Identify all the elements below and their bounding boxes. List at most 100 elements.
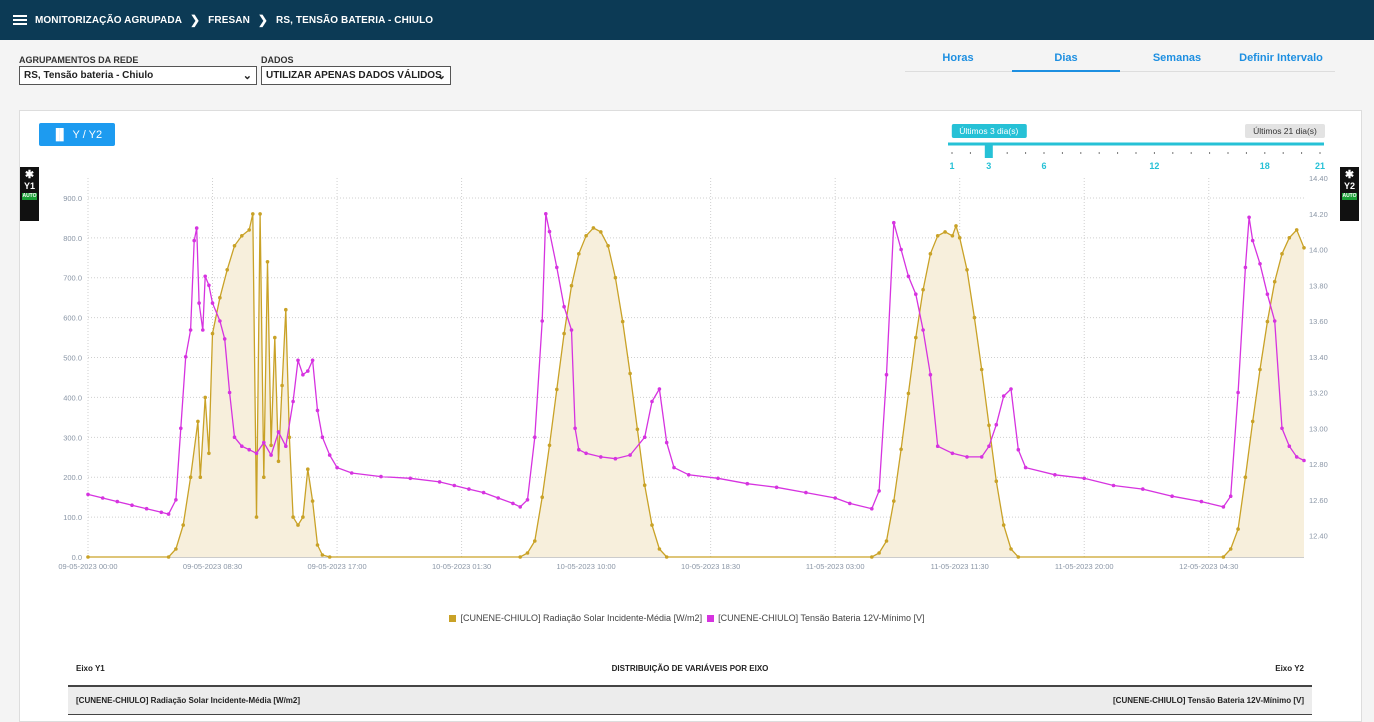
days-slider[interactable]: 1 3 6 12 18 21 Últimos 3 dia(s) Últimos 21 dia(… [940, 122, 1340, 174]
data-point-voltage [1016, 447, 1021, 452]
y1-auto-badge: AUTO [22, 193, 37, 200]
data-point-radiation [310, 499, 315, 503]
data-point-radiation [525, 551, 530, 555]
data-point-voltage [296, 358, 300, 363]
group-select[interactable]: RS, Tensão bateria - Chiulo ⌄ [19, 66, 257, 85]
data-point-voltage [201, 328, 205, 332]
data-point-radiation [533, 539, 537, 543]
slider-handle [984, 145, 993, 158]
breadcrumb-item-monitorizacao[interactable]: MONITORIZAÇÃO AGRUPADA [35, 14, 183, 26]
tab-horas[interactable]: Horas [942, 52, 974, 64]
x-tick-label: 11-05-2023 11:30 [931, 562, 989, 571]
data-point-radiation [251, 212, 255, 216]
data-point-voltage [262, 440, 266, 445]
data-point-radiation [650, 523, 654, 527]
data-point-radiation [591, 226, 596, 230]
data-point-radiation [1294, 228, 1299, 232]
data-point-voltage [1053, 473, 1057, 477]
data-point-radiation [1250, 419, 1255, 424]
y2-auto-badge: AUTO [1342, 193, 1357, 200]
data-point-voltage [1250, 238, 1255, 243]
data-point-radiation [664, 555, 669, 559]
data-point-voltage [833, 496, 837, 500]
legend-item-radiation[interactable]: [CUNENE-CHIULO] Radiação Solar Incidente… [460, 613, 703, 623]
breadcrumb-item-fresan[interactable]: FRESAN [208, 14, 250, 26]
data-point-voltage [320, 435, 325, 440]
data-point-radiation [979, 367, 984, 372]
y1-tick-label: 200.0 [63, 473, 82, 482]
y2-tick-label: 13.20 [1309, 389, 1328, 398]
data-point-radiation [218, 295, 222, 300]
distribution-title: DISTRIBUIÇÃO DE VARIÁVEIS POR EIXO [611, 664, 769, 673]
data-point-voltage [577, 447, 581, 452]
data-point-radiation [306, 467, 310, 472]
data-point-radiation [943, 230, 947, 234]
data-point-voltage [379, 474, 383, 479]
data-point-radiation [577, 252, 581, 256]
data-point-radiation [957, 236, 962, 240]
series-points-radiation [86, 212, 1306, 559]
data-point-voltage [408, 476, 413, 481]
data-point-voltage [188, 328, 193, 332]
axis-mode-button[interactable]: ▐▌ Y / Y2 [39, 123, 115, 146]
data-select[interactable]: UTILIZAR APENAS DADOS VÁLIDOS ⌄ [261, 66, 451, 85]
chevron-down-icon: ⌄ [436, 70, 446, 82]
slider-value-badge [951, 124, 1027, 138]
data-point-voltage [650, 399, 654, 404]
data-point-radiation [899, 447, 903, 452]
x-tick-label: 10-05-2023 10:00 [557, 562, 616, 571]
data-point-voltage [562, 304, 566, 309]
data-point-radiation [327, 555, 332, 559]
distribution-y2-value[interactable]: [CUNENE-CHIULO] Tensão Bateria 12V-Mínim… [1113, 696, 1304, 705]
data-point-voltage [1111, 483, 1116, 488]
data-point-voltage [1236, 390, 1240, 395]
data-point-radiation [921, 287, 925, 292]
gear-icon[interactable]: ✱ [1344, 169, 1355, 181]
data-point-voltage [192, 238, 196, 243]
data-point-voltage [950, 451, 955, 456]
data-point-radiation [994, 479, 999, 484]
data-point-radiation [657, 547, 662, 551]
data-point-voltage [877, 489, 881, 493]
distribution-y2-header: Eixo Y2 [1275, 664, 1304, 673]
data-point-radiation [284, 307, 288, 312]
slider-tick-label: 1 [949, 161, 954, 171]
data-point-voltage [349, 471, 354, 475]
data-point-radiation [247, 228, 251, 232]
data-point-radiation [987, 423, 991, 428]
data-point-radiation [254, 515, 259, 519]
data-point-voltage [222, 337, 227, 341]
y2-axis-tab[interactable]: ✱ Y2 AUTO [1340, 167, 1359, 221]
data-point-voltage [1023, 465, 1028, 470]
tab-definir-intervalo[interactable]: Definir Intervalo [1239, 52, 1323, 64]
data-point-voltage [159, 510, 164, 515]
tab-semanas[interactable]: Semanas [1152, 52, 1202, 64]
series-area-radiation [88, 213, 1304, 557]
time-range-tabs: Horas Dias Semanas Definir Intervalo [905, 49, 1335, 72]
data-point-radiation [518, 555, 522, 559]
breadcrumb-item-current: RS, TENSÃO BATERIA - CHIULO [276, 14, 434, 26]
legend-item-voltage[interactable]: [CUNENE-CHIULO] Tensão Bateria 12V-Mínim… [718, 613, 925, 623]
data-point-radiation [1221, 555, 1226, 559]
data-point-voltage [547, 229, 552, 234]
data-point-voltage [481, 490, 486, 495]
data-point-radiation [269, 443, 273, 448]
data-point-voltage [232, 435, 237, 440]
data-point-voltage [240, 444, 244, 449]
tab-dias[interactable]: Dias [1012, 52, 1120, 72]
data-point-radiation [906, 391, 911, 396]
gear-icon[interactable]: ✱ [24, 169, 35, 181]
list-icon[interactable] [13, 15, 27, 25]
data-point-radiation [1280, 252, 1284, 256]
data-point-voltage [301, 372, 305, 377]
data-point-radiation [198, 475, 203, 480]
y1-axis-tab[interactable]: ✱ Y1 AUTO [20, 167, 39, 221]
data-point-radiation [950, 234, 955, 238]
data-point-voltage [892, 220, 896, 225]
x-tick-label: 11-05-2023 03:00 [806, 562, 865, 571]
data-point-radiation [1016, 555, 1021, 559]
distribution-y1-value[interactable]: [CUNENE-CHIULO] Radiação Solar Incidente… [76, 696, 301, 705]
y1-tick-label: 800.0 [63, 234, 82, 243]
data-point-voltage [166, 512, 171, 516]
data-point-voltage [573, 426, 577, 431]
